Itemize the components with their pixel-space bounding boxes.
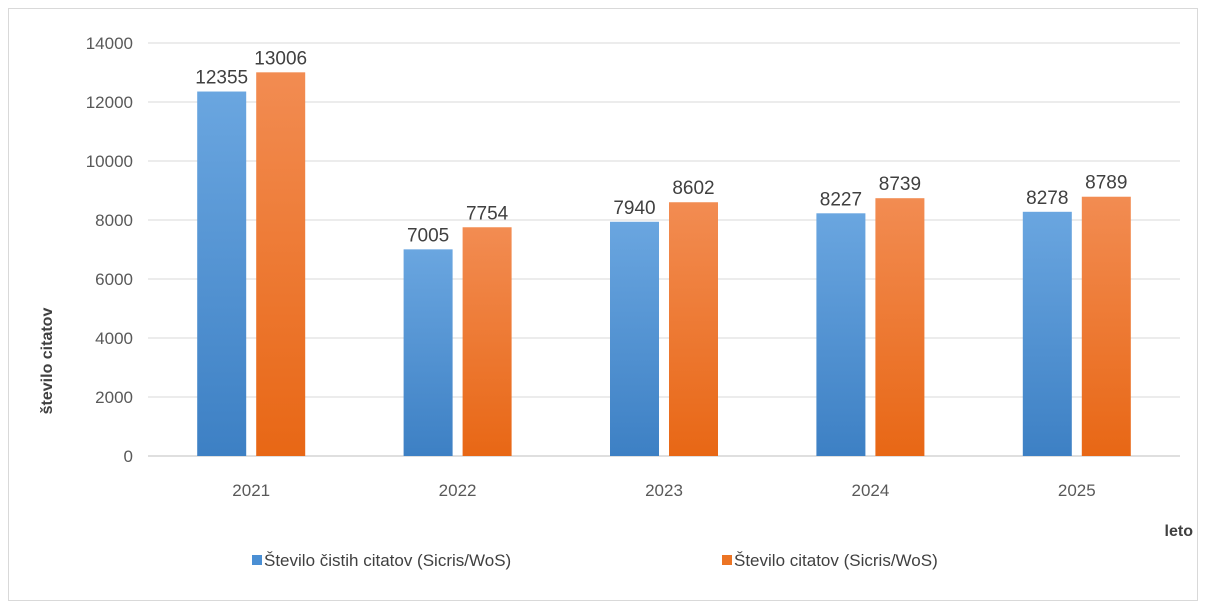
x-axis-title: leto xyxy=(1165,523,1194,540)
y-tick-label: 14000 xyxy=(86,34,133,53)
x-tick-label: 2023 xyxy=(645,481,683,500)
legend-swatch-citations xyxy=(722,555,732,565)
y-tick-label: 10000 xyxy=(86,152,133,171)
x-tick-label: 2024 xyxy=(851,481,889,500)
y-tick-label: 8000 xyxy=(95,211,133,230)
data-label: 8602 xyxy=(672,178,714,199)
legend-label-clean-citations: Število čistih citatov (Sicris/WoS) xyxy=(264,551,511,570)
y-tick-label: 4000 xyxy=(95,329,133,348)
data-label: 8278 xyxy=(1026,188,1068,209)
data-label: 8227 xyxy=(820,189,862,210)
y-tick-label: 6000 xyxy=(95,270,133,289)
data-label: 8739 xyxy=(879,174,921,195)
x-axis-ticks: 2021 2022 2023 2024 2025 xyxy=(232,481,1095,500)
y-tick-label: 12000 xyxy=(86,93,133,112)
bar xyxy=(816,213,866,456)
legend: Število čistih citatov (Sicris/WoS) Štev… xyxy=(252,551,938,570)
data-label: 8789 xyxy=(1085,173,1127,194)
y-tick-label: 0 xyxy=(124,447,133,466)
y-axis-title: število citatov xyxy=(39,308,56,415)
bar xyxy=(1022,211,1072,456)
data-labels: 12355 13006 7005 7754 7940 8602 8227 8739 8278 87… xyxy=(195,48,1127,246)
legend-label-citations: Število citatov (Sicris/WoS) xyxy=(734,551,938,570)
x-tick-label: 2021 xyxy=(232,481,270,500)
y-axis-ticks: 0 2000 4000 6000 8000 10000 12000 14000 xyxy=(86,34,133,466)
bar xyxy=(1081,196,1131,457)
y-tick-label: 2000 xyxy=(95,388,133,407)
bar xyxy=(197,91,247,456)
data-label: 7940 xyxy=(613,198,655,219)
data-label: 7754 xyxy=(466,203,509,224)
data-label: 13006 xyxy=(254,48,307,69)
bar xyxy=(256,72,306,456)
legend-swatch-clean-citations xyxy=(252,555,262,565)
gridlines xyxy=(148,42,1180,398)
bar xyxy=(462,227,512,456)
x-tick-label: 2022 xyxy=(439,481,477,500)
x-tick-label: 2025 xyxy=(1058,481,1096,500)
bar xyxy=(610,221,659,456)
bar xyxy=(875,198,925,456)
bar xyxy=(669,202,718,456)
data-label: 12355 xyxy=(195,68,248,89)
bars xyxy=(197,72,1131,457)
data-label: 7005 xyxy=(407,225,449,246)
bar xyxy=(403,249,453,456)
